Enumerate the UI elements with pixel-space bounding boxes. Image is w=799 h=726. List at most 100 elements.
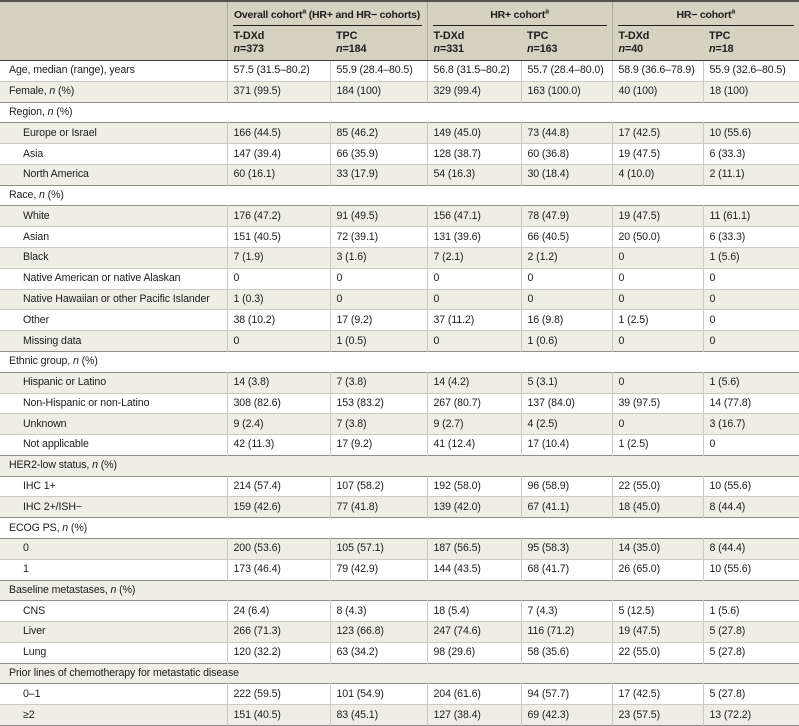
row-label: 0–1 [23, 687, 41, 700]
section-label: Prior lines of chemotherapy for metastat… [9, 667, 239, 680]
value-cell: 5 (27.8) [702, 621, 799, 643]
value-cell: 107 (58.2) [329, 476, 427, 497]
section-label: Ethnic group, n (%) [9, 355, 98, 368]
value-cell: 20 (50.0) [611, 226, 703, 248]
row-label: IHC 1+ [23, 480, 56, 493]
row-label: White [23, 209, 50, 222]
row-label: Other [23, 313, 49, 326]
row-label: Europe or Israel [23, 126, 97, 139]
value-cell: 1 (2.5) [611, 434, 703, 456]
value-cell: 24 (6.4) [226, 600, 330, 622]
group-header-overall-label: Overall cohorta (HR+ and HR− cohorts) [232, 4, 422, 26]
value-cell: 60 (16.1) [226, 164, 330, 186]
value-cell: 19 (47.5) [611, 205, 703, 227]
value-cell: 204 (61.6) [426, 683, 521, 705]
value-cell: 0 [520, 268, 612, 290]
value-cell: 267 (80.7) [426, 393, 521, 414]
value-cell: 41 (12.4) [426, 434, 521, 456]
row-label: Asian [23, 230, 49, 243]
section-label: HER2-low status, n (%) [9, 459, 117, 472]
value-cell: 187 (56.5) [426, 538, 521, 560]
value-cell: 14 (3.8) [226, 372, 330, 393]
value-cell: 39 (97.5) [611, 393, 703, 414]
row-label: Hispanic or Latino [23, 376, 106, 389]
value-cell: 0 [611, 247, 703, 269]
table-row: Female, n (%) 371 (99.5) 184 (100) 329 (99.… [0, 81, 799, 103]
value-cell: 19 (47.5) [611, 143, 703, 165]
value-cell: 17 (9.2) [329, 309, 427, 331]
value-cell: 14 (77.8) [702, 393, 799, 414]
value-cell: 77 (41.8) [329, 496, 427, 518]
value-cell: 5 (27.8) [702, 642, 799, 664]
value-cell: 18 (45.0) [611, 496, 703, 518]
value-cell: 96 (58.9) [520, 476, 612, 497]
value-cell: 40 (100) [611, 81, 703, 103]
value-cell: 78 (47.9) [520, 205, 612, 227]
table-row: Age, median (range), years 57.5 (31.5–80.… [0, 60, 799, 82]
value-cell: 147 (39.4) [226, 143, 330, 165]
value-cell: 17 (42.5) [611, 122, 703, 144]
value-cell: 57.5 (31.5–80.2) [226, 60, 330, 82]
value-cell: 0 [329, 289, 427, 310]
value-cell: 8 (44.4) [702, 538, 799, 560]
value-cell: 19 (47.5) [611, 621, 703, 643]
table-header: Overall cohorta (HR+ and HR− cohorts) HR… [0, 1, 799, 61]
value-cell: 214 (57.4) [226, 476, 330, 497]
value-cell: 0 [520, 289, 612, 310]
row-label: Missing data [23, 334, 82, 347]
value-cell: 14 (4.2) [426, 372, 521, 393]
value-cell: 0 [226, 330, 330, 352]
value-cell: 3 (1.6) [329, 247, 427, 269]
table-row: Europe or Israel 166 (44.5) 85 (46.2) 149 (… [0, 122, 799, 144]
value-cell: 8 (44.4) [702, 496, 799, 518]
value-cell: 9 (2.4) [226, 413, 330, 435]
value-cell: 17 (10.4) [520, 434, 612, 456]
value-cell: 116 (71.2) [520, 621, 612, 643]
value-cell: 7 (3.8) [329, 413, 427, 435]
row-label: Unknown [23, 417, 67, 430]
table-row: Other 38 (10.2) 17 (9.2) 37 (11.2) 16 (9.8) 1… [0, 309, 799, 331]
value-cell: 127 (38.4) [426, 704, 521, 726]
section-header-row: Region, n (%) [0, 102, 799, 123]
value-cell: 16 (9.8) [520, 309, 612, 331]
group-header-hr-positive: HR+ cohorta [426, 1, 612, 26]
value-cell: 0 [426, 268, 521, 290]
col-header-tdxd-hr-positive: T-DXd n=331 [426, 26, 521, 61]
value-cell: 128 (38.7) [426, 143, 521, 165]
value-cell: 22 (55.0) [611, 476, 703, 497]
value-cell: 0 [611, 330, 703, 352]
col-header-tpc-overall: TPC n=184 [330, 26, 427, 61]
table-row: ≥2 151 (40.5) 83 (45.1) 127 (38.4) 69 (42.3)… [0, 704, 799, 726]
value-cell: 7 (4.3) [520, 600, 612, 622]
table-row: Asian 151 (40.5) 72 (39.1) 131 (39.6) 66 (40… [0, 226, 799, 248]
value-cell: 7 (2.1) [426, 247, 521, 269]
value-cell: 55.7 (28.4–80.0) [520, 60, 612, 82]
value-cell: 105 (57.1) [329, 538, 427, 560]
group-header-overall: Overall cohorta (HR+ and HR− cohorts) [226, 1, 427, 26]
value-cell: 1 (0.3) [226, 289, 330, 310]
value-cell: 4 (10.0) [611, 164, 703, 186]
table-row: Lung 120 (32.2) 63 (34.2) 98 (29.6) 58 (35.6… [0, 642, 799, 664]
col-header-tdxd-overall: T-DXd n=373 [226, 26, 330, 61]
value-cell: 55.9 (32.6–80.5) [702, 60, 799, 82]
value-cell: 0 [426, 289, 521, 310]
value-cell: 98 (29.6) [426, 642, 521, 664]
table-body: Age, median (range), years 57.5 (31.5–80.… [0, 60, 799, 726]
value-cell: 10 (55.6) [702, 559, 799, 581]
section-header-row: Ethnic group, n (%) [0, 351, 799, 373]
footnote-marker: a [731, 8, 736, 16]
row-label: CNS [23, 604, 46, 617]
value-cell: 266 (71.3) [226, 621, 330, 643]
value-cell: 63 (34.2) [329, 642, 427, 664]
value-cell: 173 (46.4) [226, 559, 330, 581]
value-cell: 0 [702, 309, 799, 331]
value-cell: 5 (27.8) [702, 683, 799, 705]
empty-corner-cell [0, 26, 227, 61]
table-row: Native Hawaiian or other Pacific Islande… [0, 289, 799, 310]
value-cell: 159 (42.6) [226, 496, 330, 518]
section-label: ECOG PS, n (%) [9, 521, 88, 534]
value-cell: 56.8 (31.5–80.2) [426, 60, 521, 82]
table-row: Liver 266 (71.3) 123 (66.8) 247 (74.6) 116 (… [0, 621, 799, 643]
value-cell: 66 (40.5) [520, 226, 612, 248]
